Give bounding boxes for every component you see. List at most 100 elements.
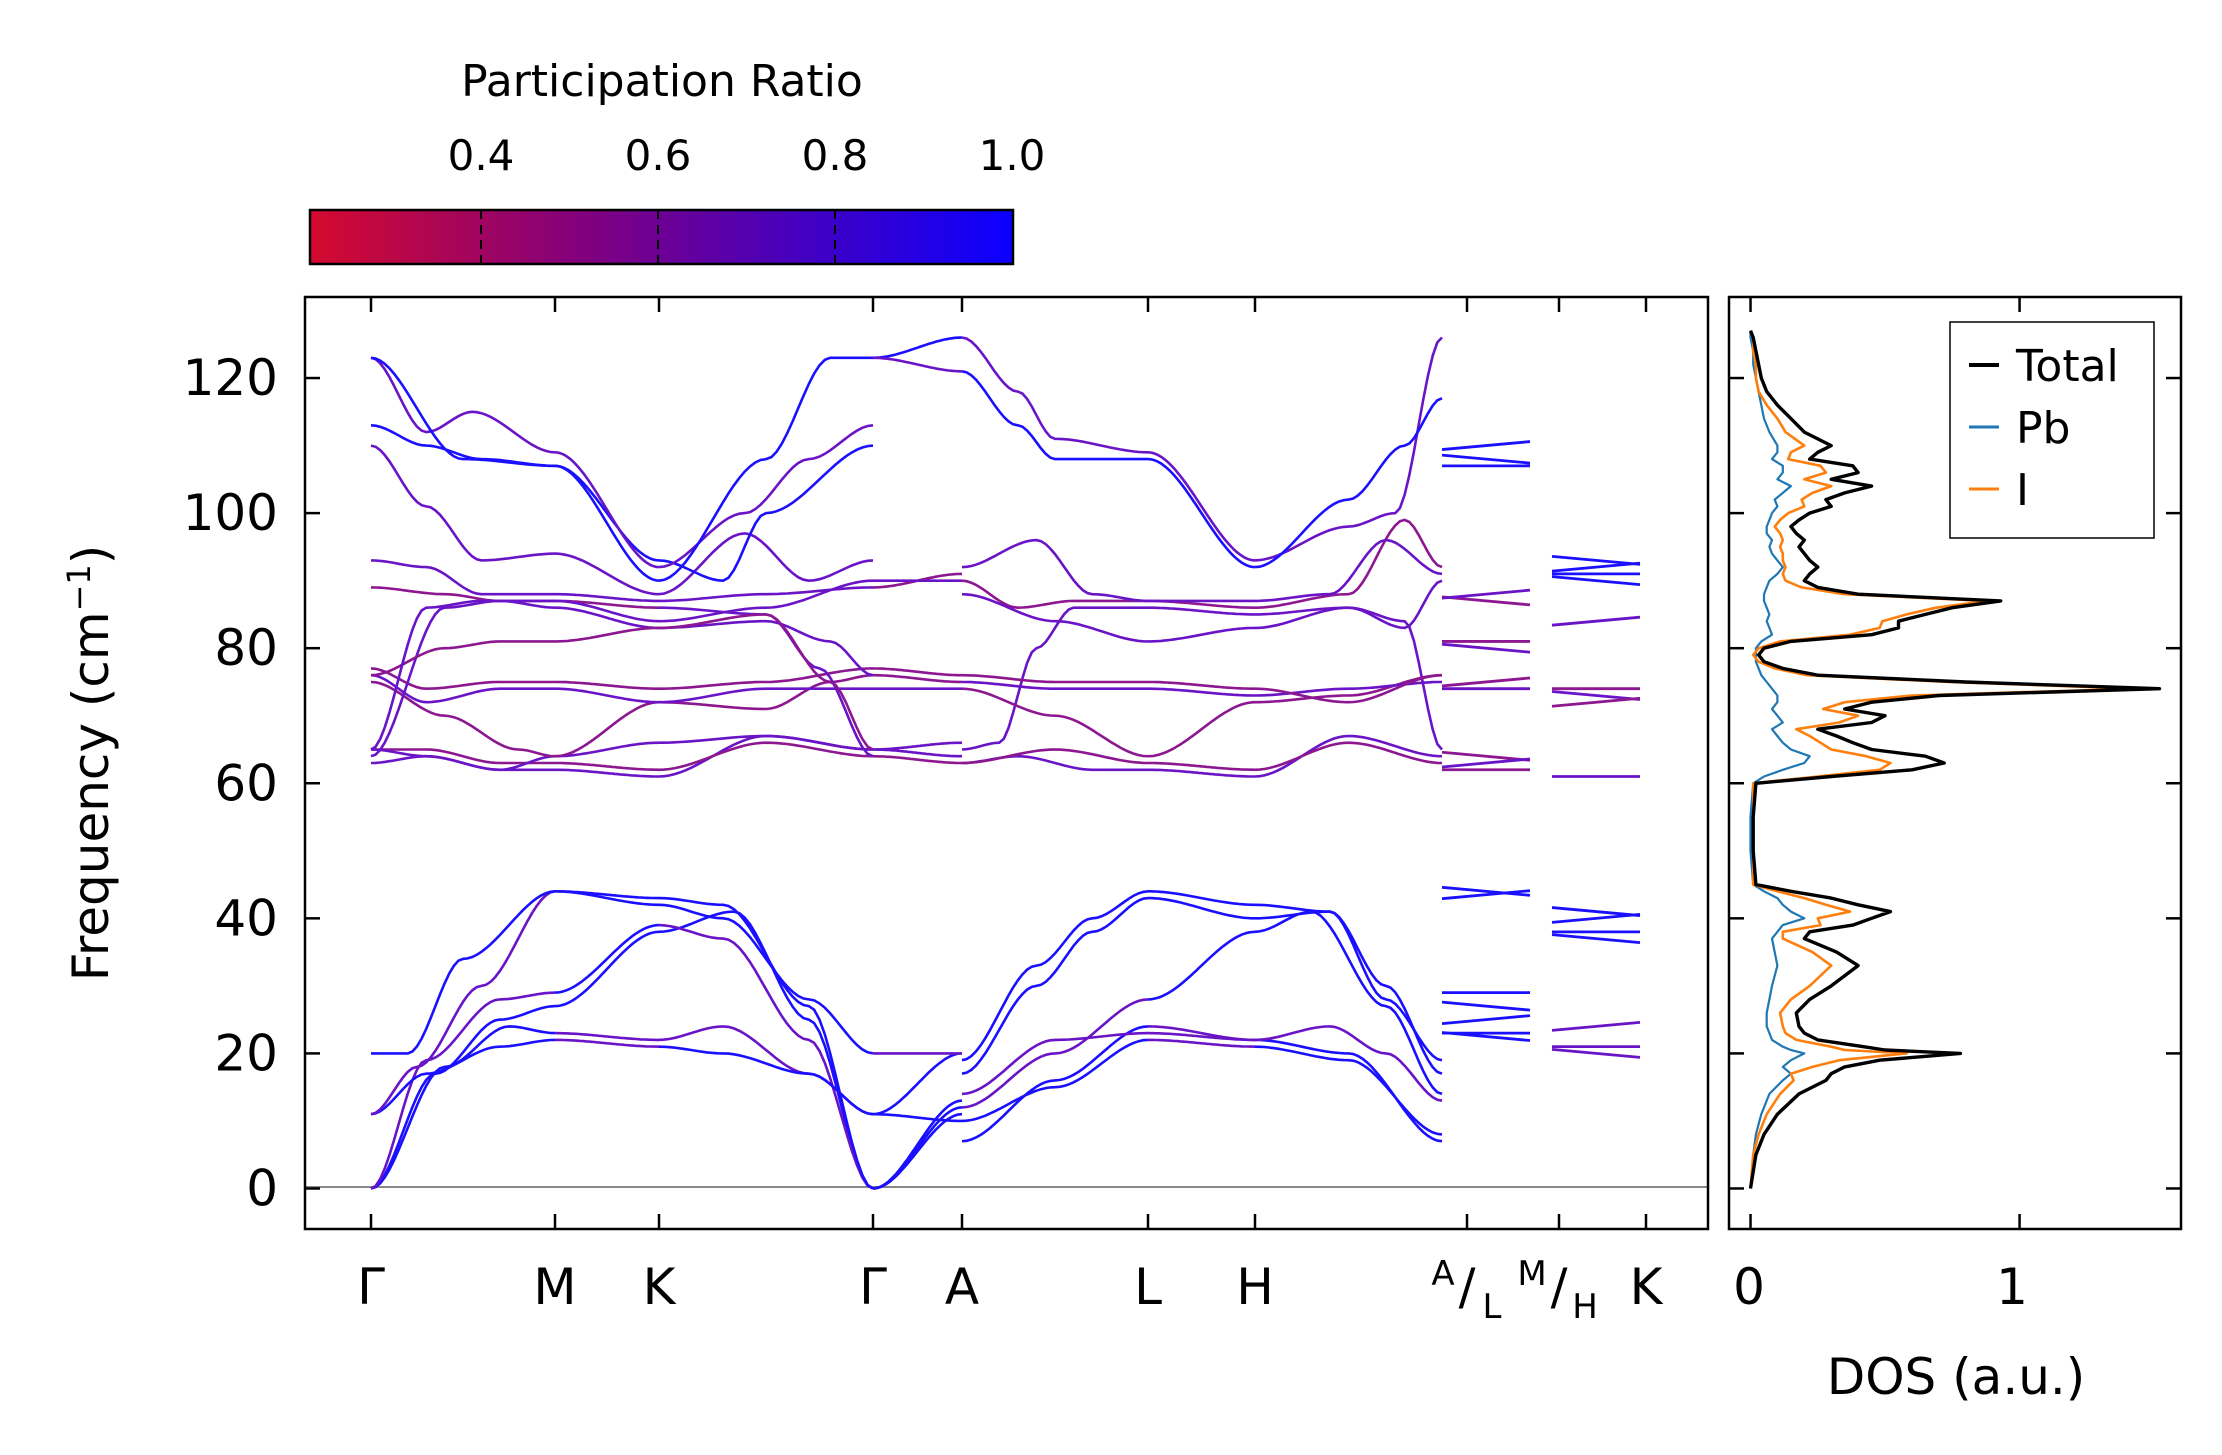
legend-entry-pb: Pb [2016,403,2070,454]
kpoint-label: Γ [859,1258,887,1316]
phonon-band [1148,680,1255,690]
phonon-band [1551,696,1641,708]
phonon-band [1147,700,1256,758]
phonon-band [961,687,1149,758]
phonon-band [555,741,660,758]
phonon-band [370,890,556,1116]
phonon-band [1147,457,1256,569]
phonon-band [554,464,660,582]
phonon-band [1441,750,1531,762]
phonon-band [1254,397,1443,569]
phonon-band [1441,889,1531,901]
y-axis-label-close: ) [62,545,120,565]
phonon-band [658,444,874,583]
phonon-band [1148,896,1255,920]
phonon-band [961,748,1149,765]
y-tick-label: 100 [183,484,278,542]
phonon-band [1254,680,1442,697]
phonon-band [659,586,874,603]
phonon-band [961,1031,1149,1096]
phonon-band [1551,1048,1641,1059]
phonon-band [554,923,660,994]
y-axis-label-exponent: −1 [60,564,98,611]
colorbar-tick-label: 0.8 [802,131,869,180]
kpoint-label-slash: / [1551,1258,1568,1316]
phonon-band [961,606,1148,751]
colorbar-tick-label: 0.4 [448,131,515,180]
phonon-band [1254,1045,1443,1136]
phonon-band [1148,1038,1256,1048]
phonon-band [1441,757,1531,769]
y-tick-label: 20 [214,1024,278,1082]
phonon-band [658,613,874,751]
phonon-band [872,336,963,360]
dos-x-tick-label: 0 [1733,1258,1765,1316]
phonon-band [1254,910,1443,1096]
phonon-band [370,356,555,468]
phonon-band [873,356,962,373]
y-tick-label: 60 [214,754,278,812]
phonon-band [555,592,659,603]
dos-x-label: DOS (a.u.) [1827,1348,2086,1406]
kpoint-label-slash: / [1459,1258,1476,1316]
phonon-band [1441,1014,1531,1026]
phonon-band [961,579,1148,610]
phonon-band [659,734,874,751]
phonon-band [554,552,660,596]
phonon-band [1254,336,1443,562]
phonon-band [1147,930,1256,1001]
dos-axes-frame [1727,295,2183,1231]
phonon-band [555,768,659,778]
phonon-band [873,748,962,758]
kpoint-label-a-sup: A [1431,1254,1454,1294]
phonon-band [872,1112,963,1190]
phonon-band [1255,910,1443,1062]
y-tick-label: 80 [214,619,278,677]
phonon-band [961,336,1149,454]
phonon-band [370,991,556,1190]
phonon-band [961,1038,1149,1123]
phonon-band [1551,933,1641,944]
phonon-band [554,599,660,623]
phonon-band [658,741,874,772]
phonon-band [659,667,874,690]
phonon-band [1441,885,1531,897]
phonon-band [1254,673,1443,704]
phonon-band [555,626,660,643]
phonon-band [961,673,1148,684]
phonon-band [555,606,659,630]
phonon-band [1254,741,1443,772]
phonon-band [1441,595,1531,607]
y-tick-label: 120 [183,349,278,407]
phonon-band [555,687,659,704]
phonon-band [370,680,556,758]
kpoint-label: H [1236,1258,1274,1316]
band-lines [370,336,1641,1190]
kpoint-label-m-sup: M [1517,1254,1546,1294]
band-panel: 0 20 40 60 80 100 120 Frequency (cm−1) Γ M K Γ… [60,295,1710,1327]
phonon-band [658,903,874,1055]
kpoint-label: L [1134,1258,1162,1316]
phonon-band [1551,1020,1641,1032]
x-axis-ticks [369,297,1648,1229]
phonon-band [1441,588,1531,600]
legend-frame [1949,321,2155,539]
phonon-band [1551,690,1641,701]
phonon-band [370,356,556,454]
phonon-band [1254,1038,1443,1143]
phonon-band [1254,538,1443,603]
band-axes-frame [303,295,1710,1231]
phonon-band [555,1038,660,1048]
phonon-band [1147,451,1256,562]
phonon-band [1441,1031,1531,1042]
dos-panel: DOS (a.u.) 0 1 Total Pb I [1727,295,2183,1406]
phonon-band [555,680,659,690]
dos-lines [1748,330,2162,1189]
dos-series-total [1748,330,2162,1189]
phonon-band [370,673,555,704]
y-axis-ticks: 0 20 40 60 80 100 120 [183,349,320,1217]
kpoint-label: Γ [357,1258,385,1316]
dos-axis-ticks [1729,297,2181,1229]
phonon-band [961,592,1149,643]
kpoint-label: K [1630,1258,1664,1316]
